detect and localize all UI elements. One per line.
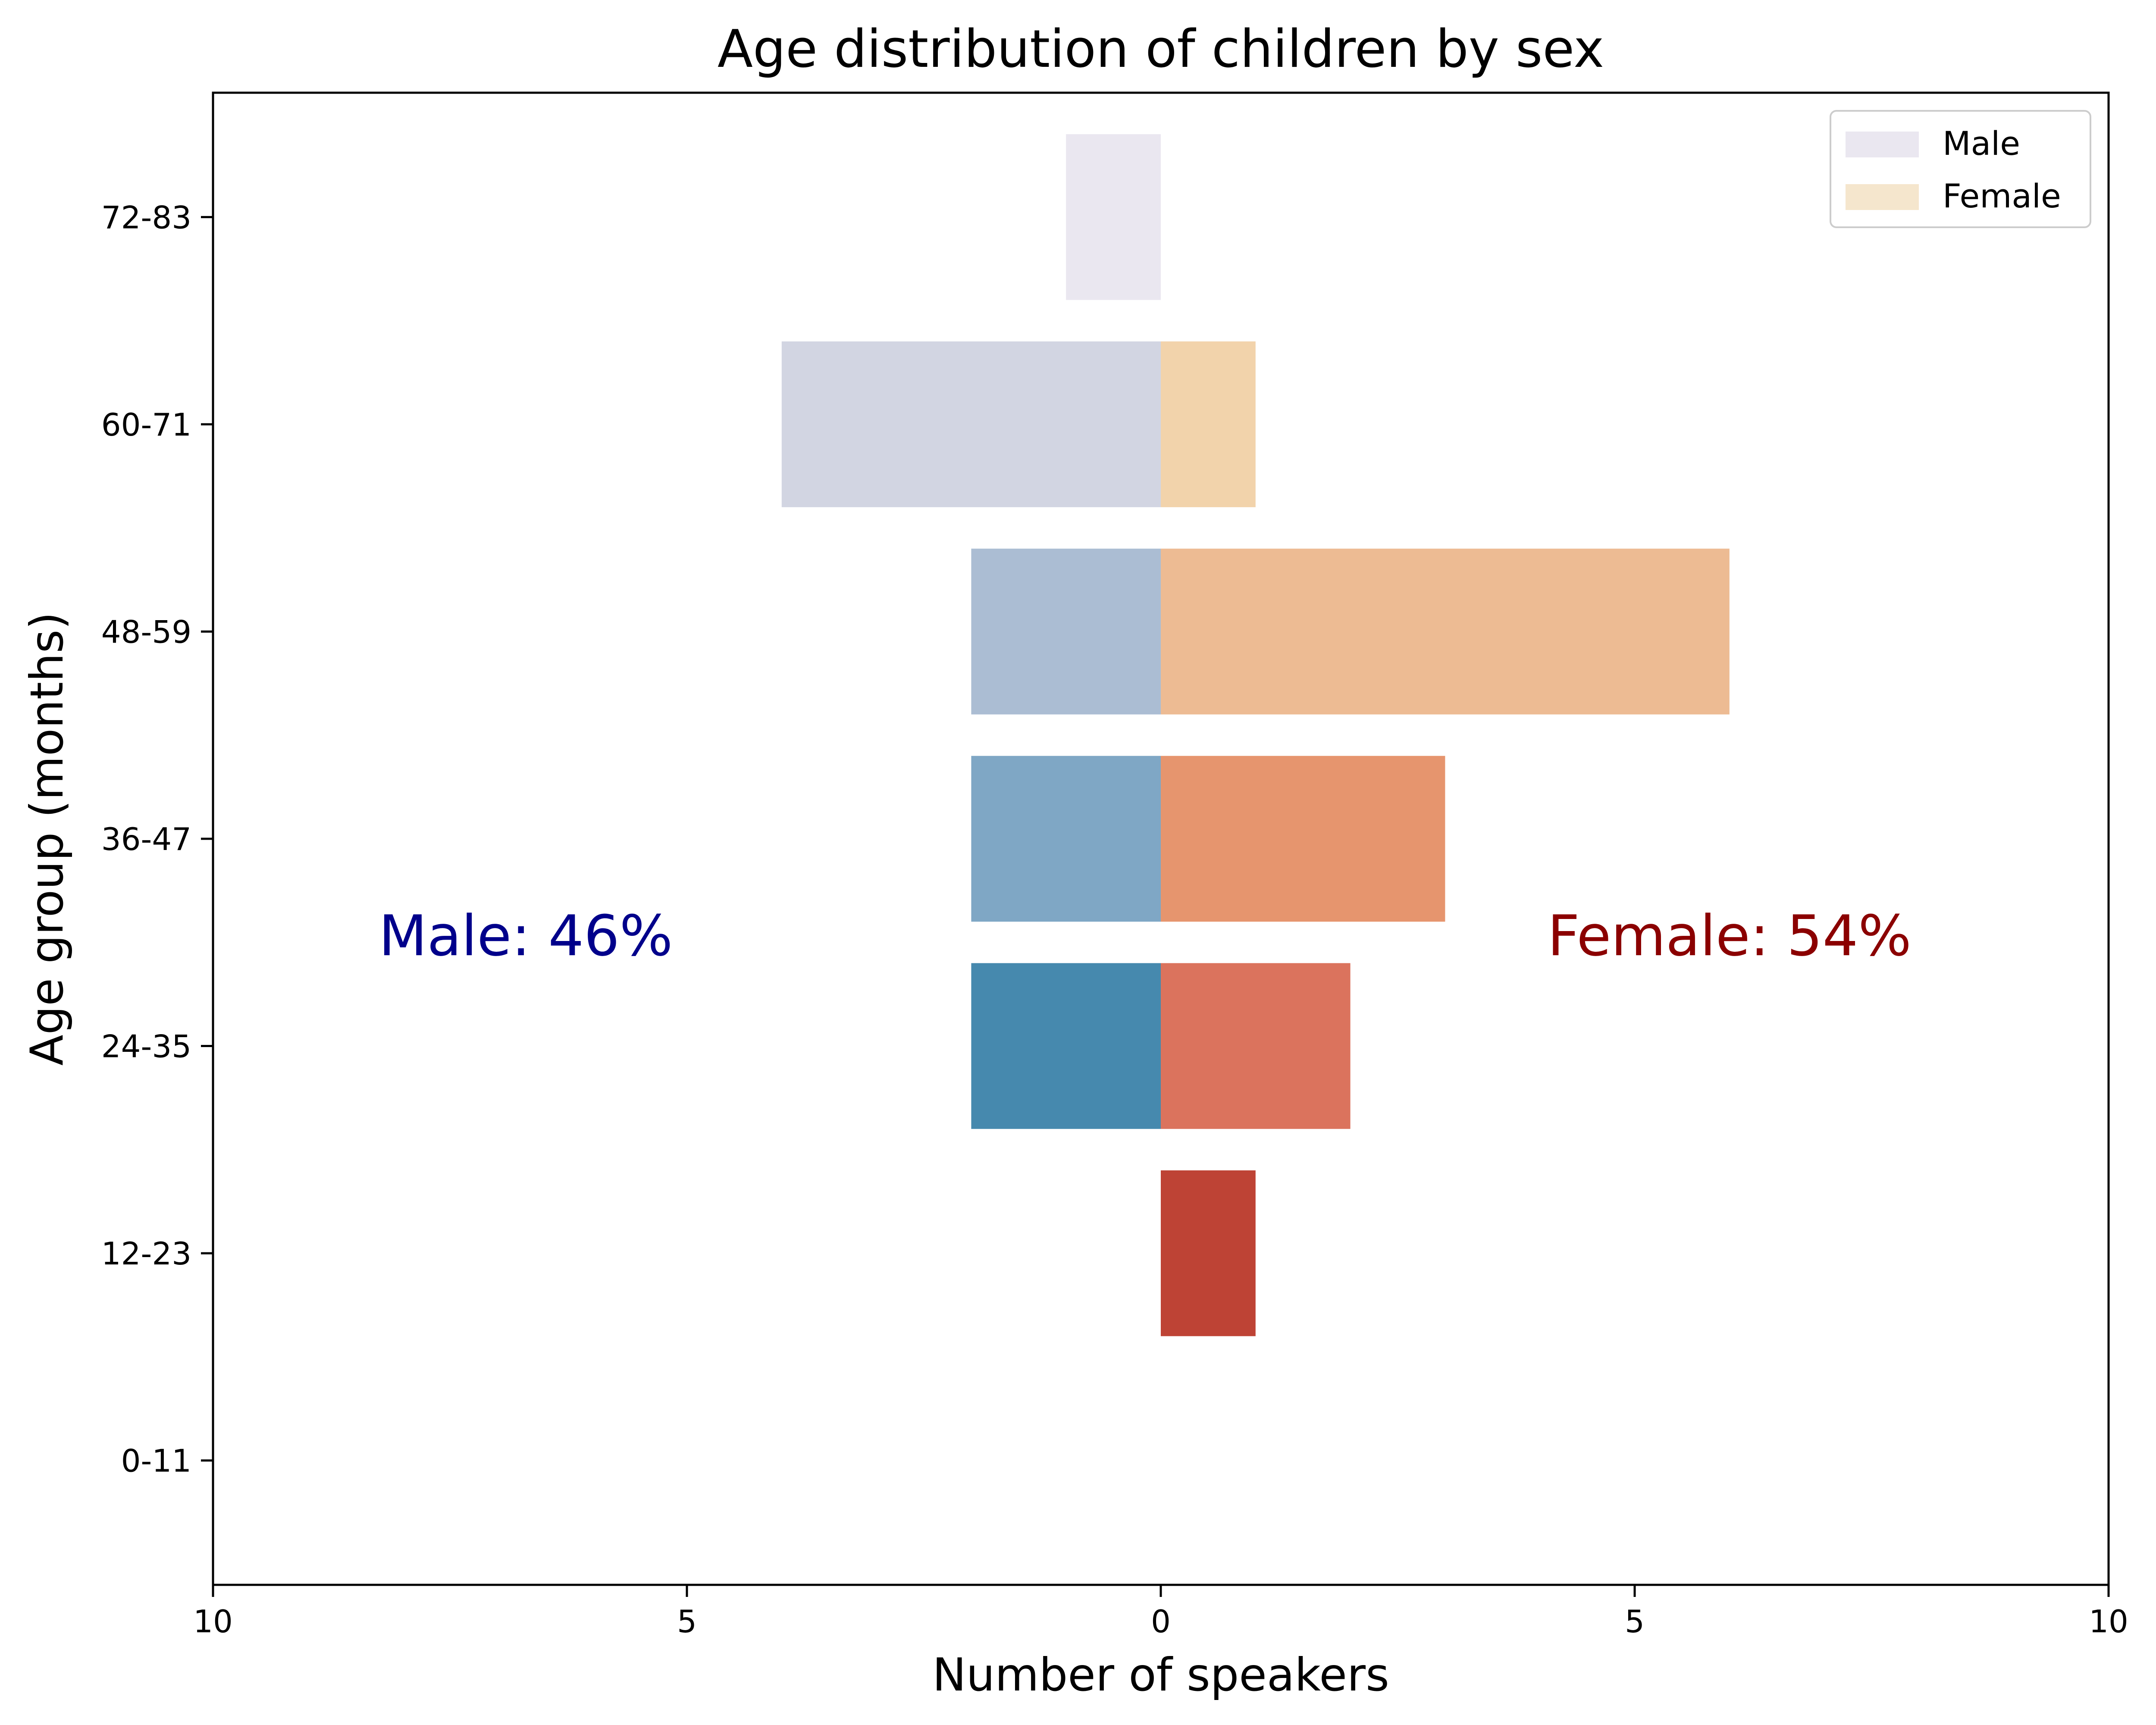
female-bar-48-59 — [1161, 549, 1730, 715]
y-tick-label: 0-11 — [121, 1443, 191, 1479]
annotation-female-share: Female: 54% — [1548, 903, 1912, 969]
y-tick-label: 12-23 — [101, 1236, 191, 1272]
y-tick-label: 60-71 — [101, 407, 191, 443]
y-tick-label: 48-59 — [101, 614, 191, 650]
x-tick-label: 5 — [677, 1603, 697, 1640]
x-tick-label: 10 — [193, 1603, 233, 1640]
bars-layer — [781, 134, 1730, 1336]
x-axis-label: Number of speakers — [932, 1649, 1389, 1701]
female-bar-12-23 — [1161, 1170, 1256, 1336]
male-bar-36-47 — [971, 756, 1161, 922]
male-bar-60-71 — [781, 341, 1161, 508]
legend: Male Female — [1830, 110, 2091, 228]
legend-swatch-female — [1846, 184, 1919, 210]
y-tick-label: 24-35 — [101, 1029, 191, 1065]
y-tick-label: 36-47 — [101, 821, 191, 857]
male-bar-48-59 — [971, 549, 1161, 715]
female-bar-24-35 — [1161, 963, 1351, 1129]
y-axis-label: Age group (months) — [21, 612, 73, 1066]
legend-label-male: Male — [1943, 124, 2020, 163]
legend-label-female: Female — [1943, 177, 2061, 215]
x-tick-label: 0 — [1151, 1603, 1171, 1640]
x-tick-label: 10 — [2089, 1603, 2128, 1640]
annotation-male-share: Male: 46% — [379, 903, 673, 969]
annotations-layer: Male: 46% Female: 54% — [379, 903, 1912, 969]
chart-title: Age distribution of children by sex — [718, 19, 1604, 79]
x-tick-label: 5 — [1625, 1603, 1645, 1640]
female-bar-60-71 — [1161, 341, 1256, 508]
legend-swatch-male — [1846, 132, 1919, 157]
male-bar-72-83 — [1066, 134, 1161, 300]
male-bar-24-35 — [971, 963, 1161, 1129]
y-ticks: 0-11 12-23 24-35 36-47 48-59 60-71 72-83 — [101, 199, 213, 1479]
x-ticks: 10 5 0 5 10 — [193, 1585, 2128, 1640]
y-tick-label: 72-83 — [101, 199, 191, 235]
female-bar-36-47 — [1161, 756, 1445, 922]
